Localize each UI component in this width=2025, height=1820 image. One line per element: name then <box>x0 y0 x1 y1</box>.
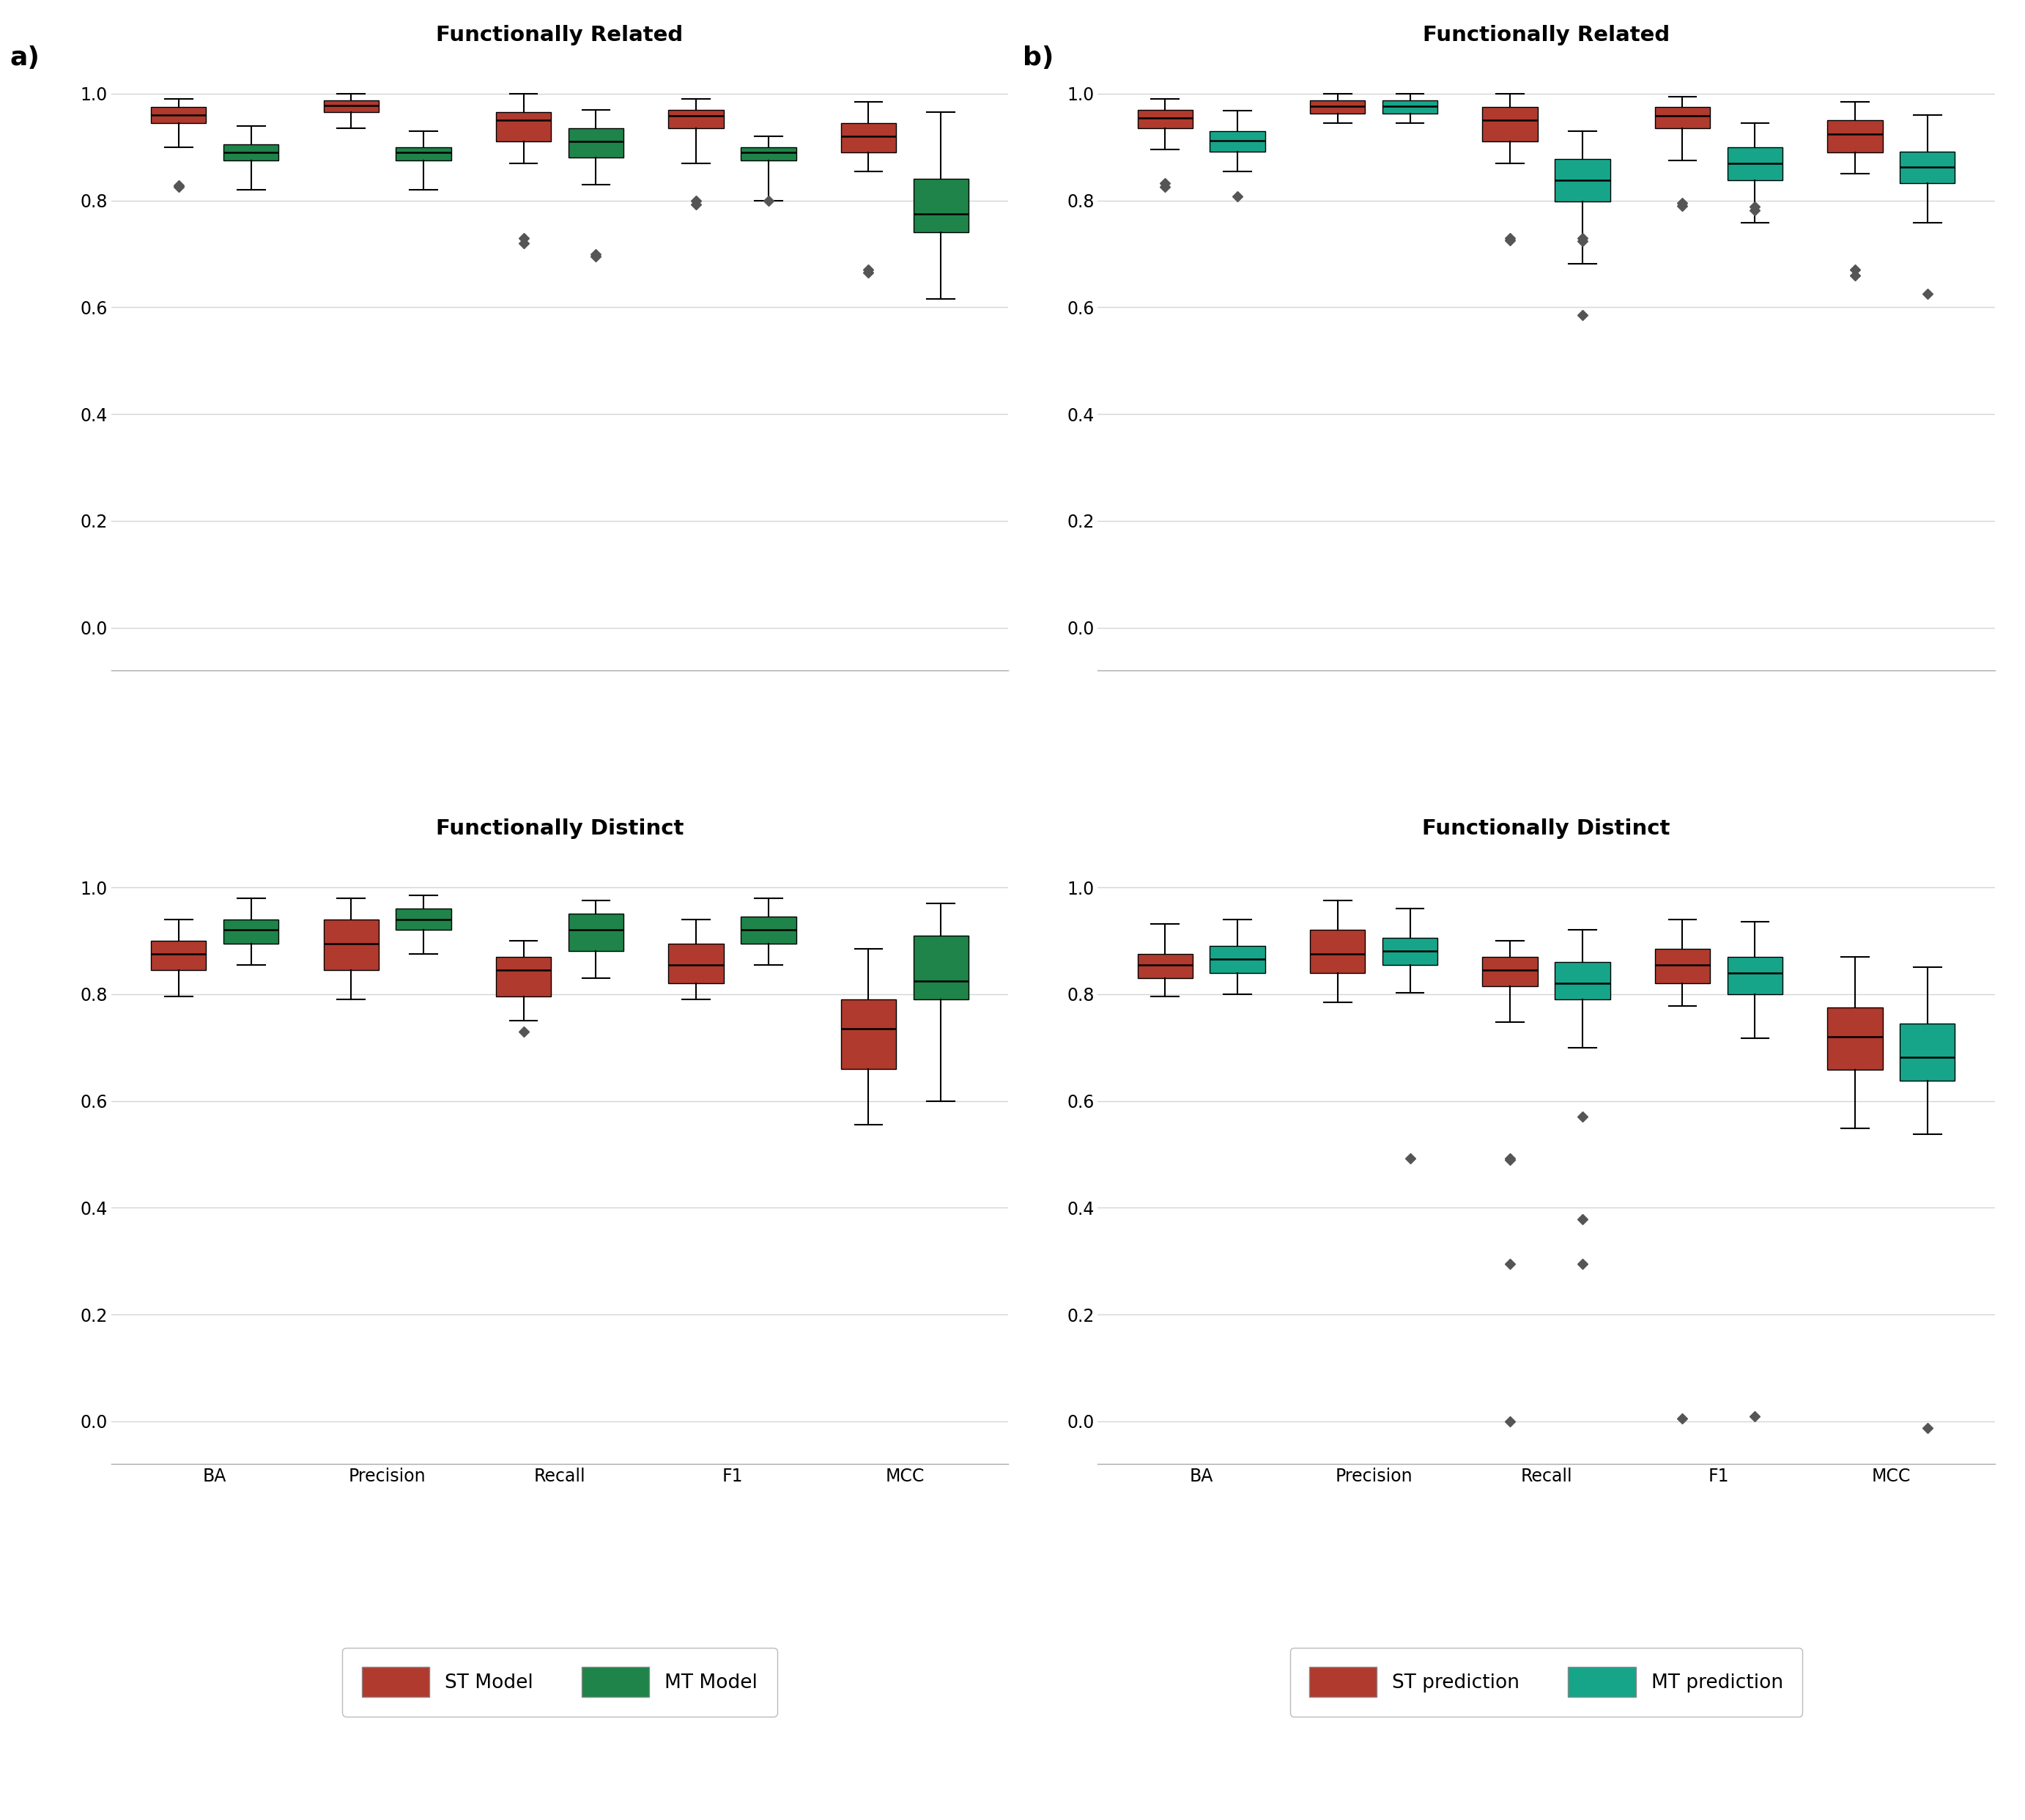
PathPatch shape <box>1654 948 1709 983</box>
PathPatch shape <box>1482 107 1537 142</box>
PathPatch shape <box>152 107 207 124</box>
Text: a): a) <box>10 46 40 71</box>
PathPatch shape <box>1555 963 1610 999</box>
PathPatch shape <box>1827 1008 1883 1070</box>
Title: Functionally Distinct: Functionally Distinct <box>1422 819 1671 839</box>
PathPatch shape <box>668 109 723 129</box>
Text: b): b) <box>1023 46 1053 71</box>
PathPatch shape <box>397 147 452 160</box>
PathPatch shape <box>1209 946 1266 972</box>
PathPatch shape <box>1727 957 1782 994</box>
PathPatch shape <box>668 943 723 983</box>
PathPatch shape <box>1555 158 1610 202</box>
PathPatch shape <box>1310 100 1365 113</box>
Legend: ST prediction, MT prediction: ST prediction, MT prediction <box>1290 1647 1802 1716</box>
PathPatch shape <box>913 178 968 233</box>
PathPatch shape <box>741 917 796 943</box>
PathPatch shape <box>223 919 279 943</box>
Title: Functionally Related: Functionally Related <box>1424 25 1671 46</box>
Title: Functionally Related: Functionally Related <box>435 25 682 46</box>
PathPatch shape <box>496 113 551 142</box>
PathPatch shape <box>569 129 624 158</box>
PathPatch shape <box>152 941 207 970</box>
PathPatch shape <box>1138 954 1193 977</box>
PathPatch shape <box>741 147 796 160</box>
PathPatch shape <box>324 100 379 113</box>
PathPatch shape <box>1899 151 1954 184</box>
PathPatch shape <box>324 919 379 970</box>
PathPatch shape <box>840 999 895 1068</box>
PathPatch shape <box>840 124 895 153</box>
PathPatch shape <box>1138 109 1193 129</box>
PathPatch shape <box>397 908 452 930</box>
PathPatch shape <box>223 144 279 160</box>
Title: Functionally Distinct: Functionally Distinct <box>435 819 684 839</box>
PathPatch shape <box>1827 120 1883 153</box>
PathPatch shape <box>1383 100 1438 113</box>
PathPatch shape <box>496 957 551 997</box>
PathPatch shape <box>1310 930 1365 972</box>
PathPatch shape <box>1482 957 1537 986</box>
PathPatch shape <box>1899 1023 1954 1081</box>
PathPatch shape <box>913 935 968 999</box>
PathPatch shape <box>1727 147 1782 180</box>
PathPatch shape <box>1654 107 1709 129</box>
PathPatch shape <box>1209 131 1266 151</box>
PathPatch shape <box>569 914 624 952</box>
Legend: ST Model, MT Model: ST Model, MT Model <box>342 1647 778 1716</box>
PathPatch shape <box>1383 937 1438 965</box>
